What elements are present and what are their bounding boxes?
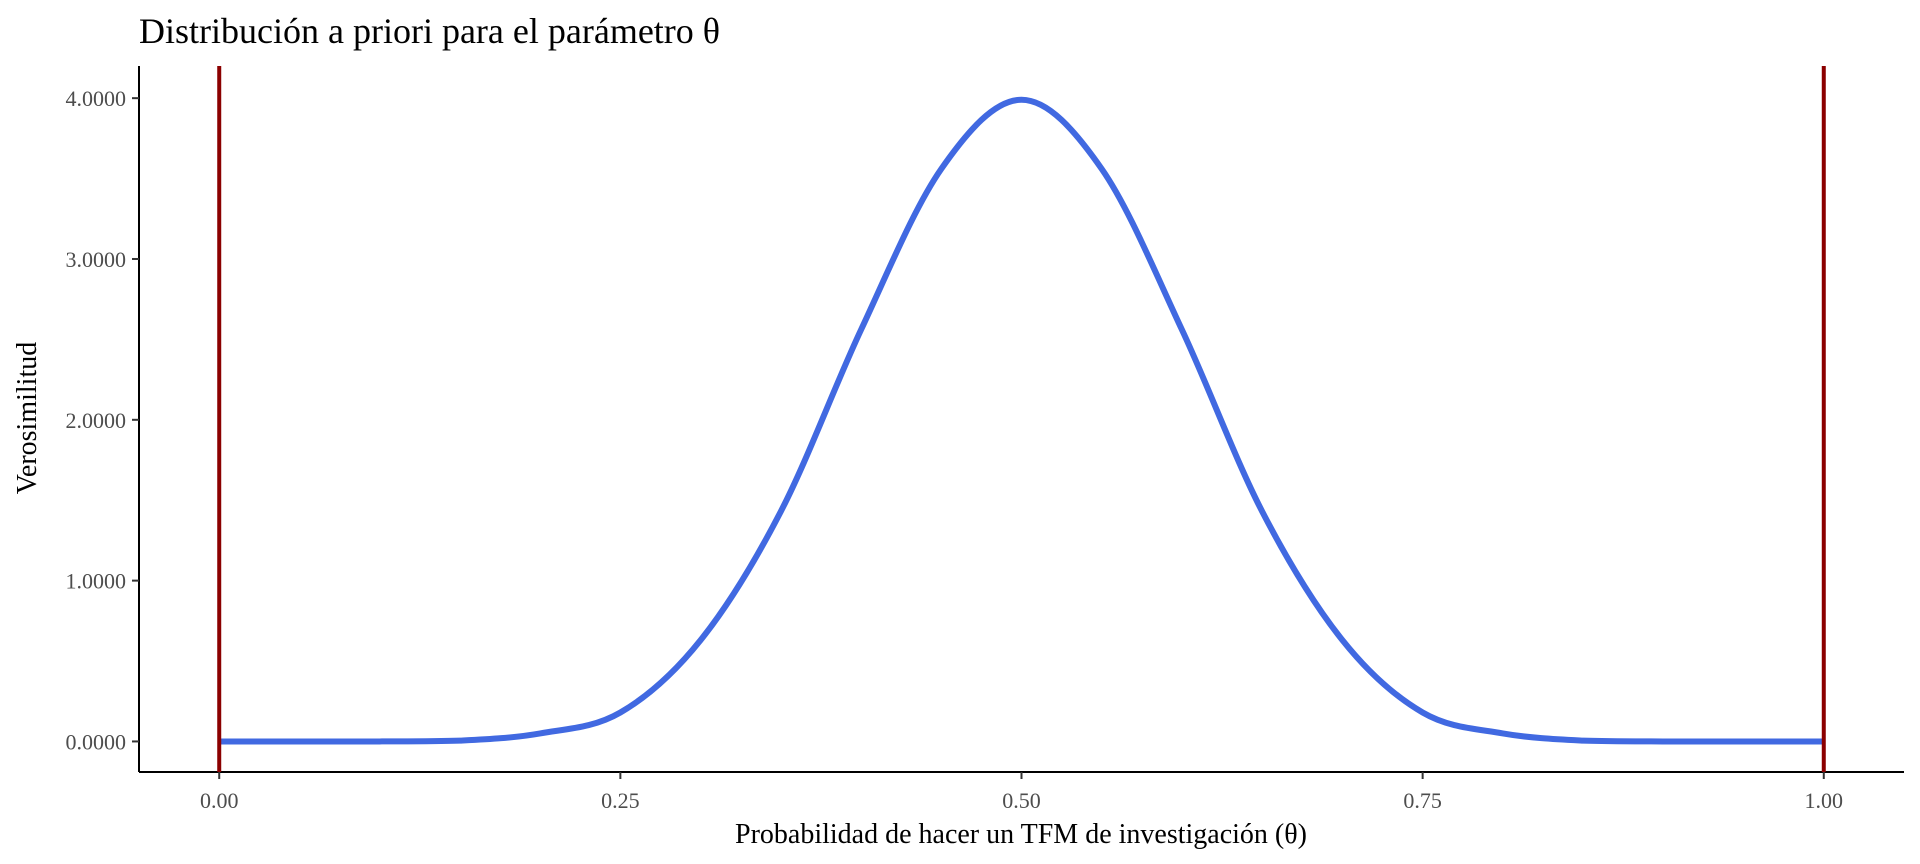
x-axis-title: Probabilidad de hacer un TFM de investig… [735,819,1307,850]
x-tick-label: 0.75 [1403,788,1442,813]
y-tick-label: 3.0000 [66,247,127,272]
x-tick-label: 0.00 [200,788,239,813]
x-tick-label: 1.00 [1805,788,1844,813]
x-tick-label: 0.25 [601,788,640,813]
y-tick-label: 0.0000 [66,729,127,754]
plot-area: 0.0000 1.0000 2.0000 3.0000 4.0000 0.00 0.25 0.… [66,66,1904,813]
y-axis-title: Verosimilitud [12,342,43,494]
y-tick-label: 2.0000 [66,408,127,433]
y-tick-label: 1.0000 [66,569,127,594]
chart-title: Distribución a priori para el parámetro … [139,11,720,51]
y-tick-label: 4.0000 [66,86,127,111]
x-tick-label: 0.50 [1002,788,1041,813]
density-curve [219,96,1824,745]
